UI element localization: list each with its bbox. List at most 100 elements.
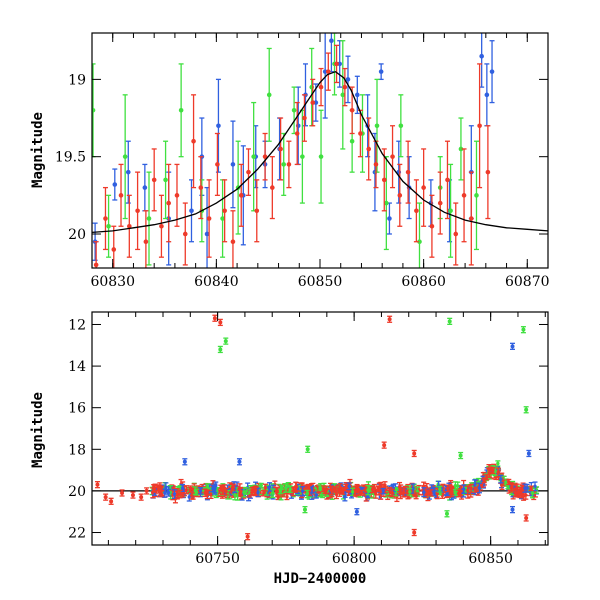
data-point	[523, 406, 529, 414]
x-tick-label: 60860	[401, 274, 446, 290]
data-point	[490, 466, 496, 475]
data-point	[421, 487, 427, 498]
data-point	[456, 489, 462, 498]
data-point	[304, 489, 310, 499]
data-point	[519, 484, 525, 494]
data-point	[281, 132, 287, 196]
data-point	[346, 482, 352, 491]
data-point	[458, 117, 464, 181]
data-point	[498, 474, 504, 484]
x-tick-label: 60830	[90, 274, 135, 290]
data-point	[266, 47, 272, 142]
data-point	[92, 63, 96, 158]
data-point	[461, 148, 467, 243]
bottom-panel: 60750 60800 60850 12 14 16 18 20 22	[68, 311, 549, 567]
y-tick-label: 20	[68, 227, 86, 243]
data-point	[125, 140, 131, 204]
data-point	[410, 483, 416, 494]
data-point	[204, 186, 210, 268]
data-point	[251, 101, 257, 212]
data-point	[230, 120, 236, 209]
data-point	[241, 486, 247, 498]
data-point	[188, 179, 194, 243]
data-point	[126, 194, 132, 258]
data-point	[191, 94, 197, 189]
data-point	[146, 171, 152, 266]
data-point	[528, 485, 534, 492]
data-point	[373, 488, 379, 499]
data-point	[390, 125, 396, 189]
data-point	[270, 488, 276, 499]
data-point	[357, 109, 363, 158]
data-point	[473, 140, 479, 251]
top-y-axis-label: Magnitude	[30, 112, 46, 188]
data-point	[223, 337, 229, 345]
data-point	[345, 55, 351, 104]
data-point	[286, 140, 292, 189]
data-point	[373, 140, 379, 189]
data-point	[151, 148, 157, 212]
data-point	[411, 449, 417, 458]
data-point	[291, 86, 297, 135]
data-point	[477, 63, 483, 189]
data-point	[510, 505, 516, 514]
x-tick-label: 60840	[194, 274, 239, 290]
data-point	[217, 345, 223, 354]
data-point	[158, 194, 164, 258]
data-point	[340, 40, 346, 150]
y-tick-label: 19.5	[55, 150, 86, 166]
data-point	[437, 485, 443, 493]
data-point	[526, 449, 532, 458]
data-point	[174, 490, 180, 500]
data-point	[354, 508, 360, 516]
data-point	[349, 86, 355, 135]
data-point	[142, 163, 148, 212]
plot-area	[92, 314, 548, 541]
data-point	[376, 482, 382, 493]
data-point	[342, 67, 348, 107]
data-point	[267, 482, 273, 492]
data-point	[236, 458, 242, 466]
data-point	[198, 156, 204, 220]
data-point	[212, 314, 218, 322]
model-curve	[92, 70, 548, 234]
data-point	[318, 67, 324, 107]
data-point	[204, 489, 210, 496]
data-point	[245, 533, 251, 541]
y-tick-label: 16	[68, 401, 86, 417]
data-point	[108, 497, 114, 505]
data-point	[193, 488, 199, 496]
data-point	[380, 487, 386, 495]
data-point	[476, 482, 482, 494]
data-point	[163, 140, 169, 220]
top-panel: 60830 60840 60850 60860 60870 19 19.5 20	[55, 32, 550, 290]
data-point	[206, 179, 212, 258]
data-point	[262, 483, 268, 492]
y-tick-label: 12	[68, 317, 86, 333]
x-tick-label: 60750	[195, 551, 240, 567]
data-point	[453, 202, 459, 266]
data-point	[182, 202, 188, 266]
data-point	[189, 491, 195, 500]
data-point	[489, 40, 495, 104]
data-point	[458, 451, 464, 460]
data-point	[182, 458, 188, 466]
data-point	[215, 78, 221, 173]
data-point	[397, 163, 403, 227]
bottom-x-axis-label: HJD−2400000	[274, 571, 367, 587]
data-point	[221, 484, 227, 492]
data-point	[447, 317, 453, 326]
data-point	[301, 94, 307, 142]
data-point	[106, 194, 112, 258]
data-point	[93, 241, 99, 268]
data-point	[130, 491, 136, 499]
y-tick-label: 19	[68, 72, 86, 88]
data-point	[166, 163, 172, 243]
x-tick-label: 60850	[298, 274, 343, 290]
data-point	[428, 489, 434, 497]
data-point	[495, 467, 501, 478]
data-point	[212, 485, 218, 495]
data-point	[411, 528, 417, 537]
data-point	[230, 483, 236, 491]
